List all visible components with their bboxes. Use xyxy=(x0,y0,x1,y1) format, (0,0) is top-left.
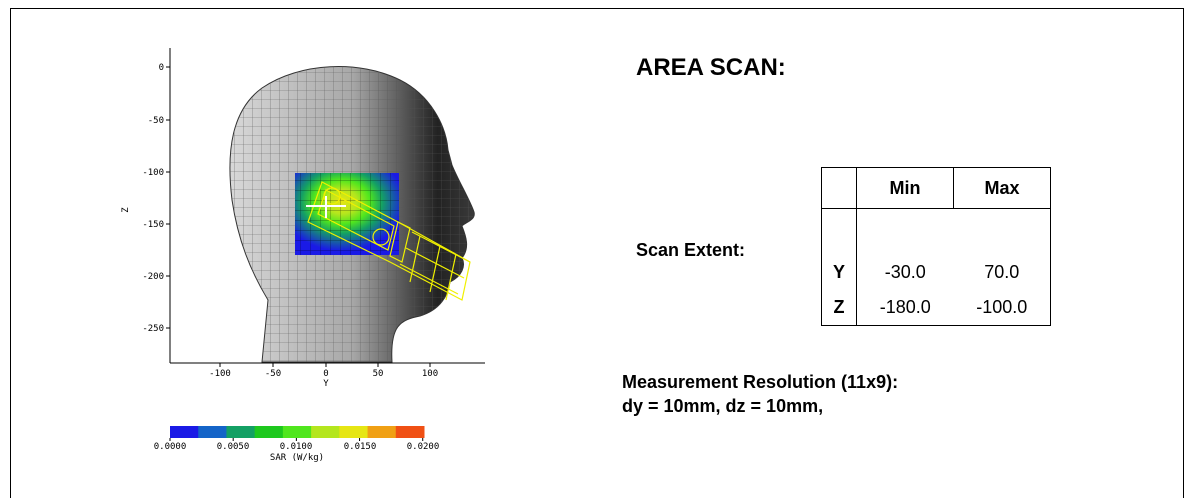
colorbar-segment xyxy=(198,426,227,438)
colorbar-tick-label: 0.0200 xyxy=(407,442,440,452)
z-tick-label: 0 xyxy=(159,63,164,73)
colorbar-segment xyxy=(170,426,199,438)
z-max-value: -100.0 xyxy=(953,290,1051,326)
y-tick-label: -50 xyxy=(265,369,281,379)
table-corner-cell xyxy=(821,167,857,209)
plot-axes xyxy=(166,48,485,367)
page-title: AREA SCAN: xyxy=(636,54,786,81)
table-row: Z -180.0 -100.0 xyxy=(821,290,1051,326)
colorbar-segment xyxy=(226,426,256,438)
column-header-max: Max xyxy=(953,167,1051,209)
z-min-value: -180.0 xyxy=(856,290,954,326)
row-label-z: Z xyxy=(821,290,857,326)
z-tick-label: -50 xyxy=(148,116,164,126)
z-tick-label: -200 xyxy=(142,272,164,282)
y-tick-label: 100 xyxy=(422,369,438,379)
measurement-resolution: Measurement Resolution (11x9): xyxy=(622,372,899,392)
colorbar-segment xyxy=(282,426,312,438)
z-tick-label: -100 xyxy=(142,168,164,178)
y-tick-label: 50 xyxy=(373,369,384,379)
colorbar-segment xyxy=(395,426,425,438)
column-header-min: Min xyxy=(856,167,954,209)
y-tick-label: -100 xyxy=(209,369,231,379)
sar-colorbar xyxy=(169,426,425,441)
colorbar-segment xyxy=(254,426,284,438)
colorbar-tick-label: 0.0150 xyxy=(344,442,377,452)
area-scan-plot: 0 -50 -100 -150 -200 -250 Z -100 -50 0 5… xyxy=(121,48,485,463)
z-tick-label: -150 xyxy=(142,220,164,230)
y-min-value: -30.0 xyxy=(856,255,954,290)
colorbar-tick-label: 0.0100 xyxy=(280,442,313,452)
y-axis-label: Y xyxy=(323,379,329,389)
colorbar-tick-label: 0.0050 xyxy=(217,442,250,452)
table-header-row: Min Max xyxy=(821,167,1051,209)
reference-cross xyxy=(306,196,346,218)
y-max-value: 70.0 xyxy=(953,255,1051,290)
page-frame xyxy=(10,8,1184,498)
table-row: Y -30.0 70.0 xyxy=(821,255,1051,290)
z-tick-label: -250 xyxy=(142,324,164,334)
colorbar-label: SAR (W/kg) xyxy=(270,453,324,463)
colorbar-tick-label: 0.0000 xyxy=(154,442,187,452)
y-tick-label: 0 xyxy=(323,369,328,379)
row-label-y: Y xyxy=(821,255,857,290)
colorbar-segment xyxy=(339,426,369,438)
scan-extent-label: Scan Extent: xyxy=(636,240,746,260)
resolution-step-sizes: dy = 10mm, dz = 10mm, xyxy=(622,396,824,416)
table-spacer-row xyxy=(821,208,1051,255)
colorbar-segment xyxy=(311,426,340,438)
colorbar-segment xyxy=(367,426,397,438)
scan-extent-table: Min Max Y -30.0 70.0 Z -180.0 -100.0 xyxy=(821,167,1051,326)
z-axis-label: Z xyxy=(121,207,131,213)
